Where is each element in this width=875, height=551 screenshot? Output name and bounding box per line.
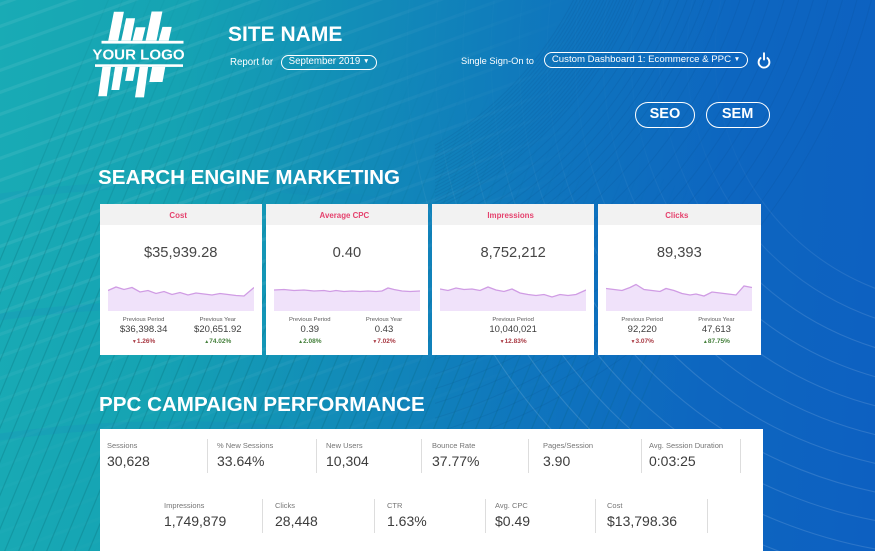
svg-text:YOUR LOGO: YOUR LOGO	[92, 47, 185, 64]
